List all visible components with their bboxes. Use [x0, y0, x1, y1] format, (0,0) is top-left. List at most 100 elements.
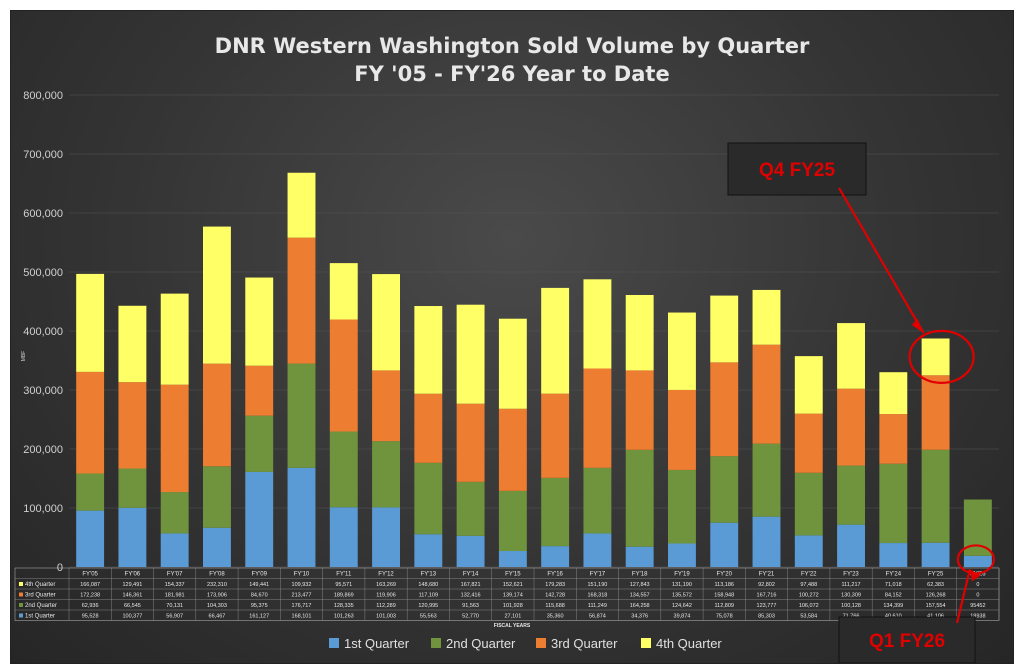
- bar-segment: [245, 365, 274, 416]
- category-label: FY'16: [547, 571, 563, 577]
- table-cell: 115,688: [545, 603, 564, 609]
- table-cell: 101,263: [334, 614, 354, 620]
- bar-segment: [541, 477, 570, 547]
- bar-segment: [245, 277, 274, 366]
- bar-segment: [837, 388, 865, 466]
- table-cell: 172,238: [80, 593, 100, 599]
- bar-segment: [160, 384, 189, 493]
- bar-segment: [710, 456, 739, 523]
- chart-frame: DNR Western Washington Sold Volume by Qu…: [10, 10, 1014, 664]
- legend-swatch: [329, 638, 339, 648]
- table-cell: 70,131: [166, 603, 183, 609]
- category-label: FY'20: [716, 571, 732, 577]
- arrowhead-q1fy26: [969, 569, 981, 582]
- table-cell: 109,932: [292, 582, 312, 588]
- table-cell: 167,821: [461, 582, 481, 588]
- bar-segment: [583, 533, 612, 567]
- bar-segment: [498, 318, 527, 409]
- table-cell: 168,101: [292, 614, 312, 620]
- bar-segment: [414, 306, 443, 394]
- table-cell: 66,467: [209, 614, 226, 620]
- bar-segment: [710, 522, 739, 567]
- table-cell: 127,843: [630, 582, 650, 588]
- arrow-q4fy25: [838, 187, 925, 334]
- annotation-box-q1fy26: [838, 616, 976, 663]
- bar-segment: [752, 443, 781, 517]
- table-cell: 27,101: [504, 614, 521, 620]
- arrowhead-q4fy25: [911, 318, 924, 333]
- category-label: FY'24: [886, 571, 902, 577]
- bar-segment: [921, 338, 950, 376]
- bar-segment: [921, 449, 950, 543]
- table-cell: 128,335: [334, 603, 354, 609]
- annotation-q4fy25: Q4 FY25: [759, 160, 835, 181]
- table-cell: 111,217: [842, 582, 861, 588]
- bar-segment: [203, 527, 231, 567]
- table-cell: 100,128: [841, 603, 861, 609]
- annotation-q1fy26: Q1 FY26: [869, 631, 945, 652]
- bar-segment: [287, 363, 316, 468]
- highlight-circle-q4fy25: [908, 329, 975, 384]
- bar-segment: [963, 555, 992, 567]
- bar-segment: [879, 543, 908, 567]
- category-label: FY'10: [294, 571, 310, 577]
- table-cell: 135,572: [672, 593, 692, 599]
- bar-segment: [837, 323, 865, 389]
- bar-segment: [287, 467, 316, 567]
- category-label: FY'07: [167, 571, 183, 577]
- table-cell: 112,289: [376, 603, 395, 609]
- table-cell: 39,874: [674, 614, 691, 620]
- table-cell: 163,269: [376, 582, 396, 588]
- bar-segment: [837, 524, 865, 567]
- legend-swatch: [536, 638, 546, 648]
- y-tick-label: 800,000: [23, 90, 63, 102]
- table-cell: 95,528: [82, 614, 99, 620]
- table-row-label: 1st Quarter: [25, 614, 55, 620]
- table-cell: 56,907: [166, 614, 183, 620]
- table-cell: 101,003: [376, 614, 396, 620]
- table-cell: 106,072: [799, 603, 819, 609]
- table-cell: 101,928: [503, 603, 523, 609]
- bar-segment: [710, 362, 739, 457]
- table-cell: 149,441: [249, 582, 269, 588]
- bar-segment: [329, 431, 358, 508]
- data-table: FY'05 FY'06 FY'07 FY'08 FY'09 FY'10 FY'11 FY'12…: [14, 567, 1000, 621]
- category-label: FY'09: [251, 571, 267, 577]
- table-cell: 130,309: [841, 593, 861, 599]
- table-cell: 131,190: [672, 582, 692, 588]
- chart-svg: DNR Western Washington Sold Volume by Qu…: [14, 34, 1000, 663]
- y-tick-label: 100,000: [23, 503, 63, 515]
- legend: 1st Quarter 2nd Quarter 3rd Quarter 4th Qua…: [329, 636, 722, 651]
- table-cell: 166,087: [80, 582, 100, 588]
- bar-segment: [287, 172, 316, 238]
- bar-segment: [668, 312, 696, 390]
- table-cell: 113,186: [714, 582, 733, 588]
- table-legend-key: [19, 603, 23, 607]
- bar-segment: [372, 274, 400, 371]
- bar-segment: [414, 534, 443, 567]
- bar-segment: [372, 441, 400, 508]
- table-cell: 154,337: [165, 582, 185, 588]
- table-cell: 139,174: [503, 593, 523, 599]
- legend-swatch: [641, 638, 651, 648]
- table-cell: 132,416: [461, 593, 481, 599]
- legend-swatch: [431, 638, 441, 648]
- table-cell: 179,283: [545, 582, 565, 588]
- bar-segment: [752, 289, 781, 345]
- table-row-label: 3rd Quarter: [25, 593, 56, 599]
- table-cell: 34,376: [631, 614, 648, 620]
- bar-segment: [329, 263, 358, 320]
- table-cell: 56,874: [589, 614, 606, 620]
- table-cell: 119,906: [376, 593, 395, 599]
- y-tick-label: 300,000: [23, 385, 63, 397]
- category-label: FY'13: [421, 571, 437, 577]
- category-label: FY'08: [209, 571, 225, 577]
- bar-segment: [583, 279, 612, 369]
- table-cell: 152,621: [503, 582, 523, 588]
- table-legend-key: [19, 592, 23, 597]
- y-axis-ticks: 0100,000200,000300,000400,000500,000600,…: [23, 90, 63, 574]
- category-label: FY'14: [463, 571, 479, 577]
- bar-segment: [794, 472, 823, 536]
- bar-segment: [118, 382, 147, 469]
- bar-segment: [118, 305, 147, 383]
